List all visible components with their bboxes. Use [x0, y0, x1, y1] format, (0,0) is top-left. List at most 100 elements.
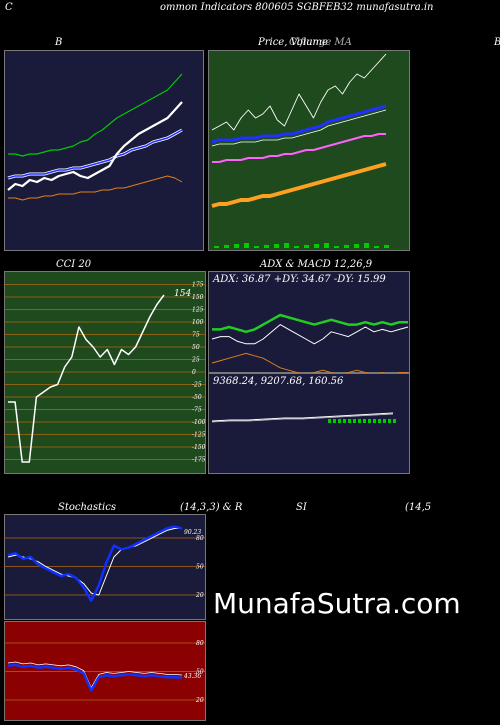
volume-bar — [294, 246, 299, 248]
price-ma-blue — [211, 104, 387, 144]
bb-price-line — [7, 101, 183, 191]
cci-tick-label: -150 — [192, 444, 206, 451]
cci-tick-label: 150 — [192, 294, 204, 301]
stoch-title-d: (14,5 — [405, 502, 432, 513]
stoch-chart: 80 50 20 90.23 — [4, 525, 206, 602]
price-line — [211, 53, 387, 131]
volume-bar — [284, 243, 289, 248]
volume-bar — [354, 244, 359, 248]
cci-tick-label: 125 — [192, 307, 204, 314]
volume-bar — [304, 245, 309, 248]
cci-tick-label: 25 — [191, 357, 200, 364]
cci-last-value: 154 — [174, 289, 191, 299]
stoch-tick-label: 50 — [196, 564, 204, 571]
price-ma-white-a — [211, 109, 387, 147]
stoch-title-a: Stochastics — [58, 502, 116, 513]
adx-panel — [208, 271, 410, 373]
macd-hist-bar — [373, 419, 376, 423]
volume-bar — [274, 244, 279, 248]
cci-tick-label: -75 — [192, 407, 202, 414]
bbands-panel — [4, 50, 204, 251]
price-label-d: MA — [331, 37, 352, 48]
cci-tick-label: 100 — [192, 319, 204, 326]
cci-chart: 175 150 125 100 75 50 25 0 -25 -50 -75 -100 -125 -150… — [4, 282, 206, 464]
right-edge-letter: B — [494, 37, 500, 48]
adx-minus-dy-line — [211, 352, 408, 376]
stoch-title-b: (14,3,3) & R — [180, 502, 243, 513]
price-ma-orange — [211, 162, 387, 208]
cci-tick-label: 0 — [192, 369, 196, 376]
macd-chart — [211, 412, 396, 423]
macd-line — [211, 412, 394, 422]
price-label-c: Clfiange — [289, 37, 332, 48]
price-ma-pink — [212, 133, 386, 163]
header-left-letter: C — [5, 2, 13, 13]
watermark: MunafaSutra.com — [213, 587, 461, 620]
cci-tick-label: -125 — [192, 432, 206, 439]
header-title: ommon Indicators 800605 SGBFEB32 munafas… — [160, 2, 434, 13]
volume-bar — [224, 245, 229, 248]
bbands-chart — [7, 73, 183, 201]
macd-hist-bar — [333, 419, 336, 423]
macd-hist-bar — [328, 419, 331, 423]
rsi-white-line — [7, 661, 183, 689]
stoch-title-c: SI — [296, 502, 307, 513]
price-title: Price, Volume — [258, 37, 328, 48]
price-chart — [211, 53, 389, 248]
macd-hist-bar — [368, 419, 371, 423]
stoch-tick-label: 20 — [195, 592, 204, 599]
cci-tick-label: 50 — [192, 344, 200, 351]
adx-chart — [211, 313, 409, 376]
volume-bar — [364, 243, 369, 248]
volume-bar — [324, 243, 329, 248]
rsi-chart: 80 50 20 43.36 — [4, 640, 206, 704]
volume-bar — [214, 246, 219, 248]
adx-plus-dy-line — [211, 324, 409, 345]
cci-title: CCI 20 — [56, 259, 92, 270]
bb-upper-band-line — [8, 73, 183, 157]
volume-bar — [384, 245, 389, 248]
volume-bar — [344, 245, 349, 248]
rsi-line — [7, 663, 183, 692]
cci-tick-label: -175 — [192, 457, 206, 464]
adx-title: ADX & MACD 12,26,9 — [260, 259, 373, 270]
price-label-b: Volume — [290, 37, 328, 48]
price-label-a: Price, — [258, 37, 291, 48]
stoch-last-value: 90.23 — [184, 529, 201, 536]
cci-tick-label: -100 — [192, 419, 206, 426]
macd-hist-bar — [348, 419, 351, 423]
macd-hist-bar — [363, 419, 366, 423]
volume-bar — [264, 245, 269, 248]
volume-bar — [374, 246, 379, 248]
volume-bar — [234, 244, 239, 248]
macd-hist-bar — [353, 419, 356, 423]
volume-bar — [244, 243, 249, 248]
macd-hist-bar — [383, 419, 386, 423]
macd-hist-bar — [393, 419, 396, 423]
macd-signal-line — [211, 413, 394, 423]
stoch-tick-label: 80 — [196, 535, 204, 542]
macd-hist-bar — [388, 419, 391, 423]
stoch-k-line — [7, 525, 183, 602]
bb-lower-band-core — [7, 129, 183, 179]
bb-ma-line — [8, 175, 183, 201]
cci-panel — [4, 271, 206, 474]
adx-readout: ADX: 36.87 +DY: 34.67 -DY: 15.99 — [213, 274, 386, 285]
cci-tick-label: -25 — [192, 382, 202, 389]
cci-tick-label: -50 — [192, 394, 202, 401]
rsi-panel — [4, 621, 206, 721]
volume-bar — [314, 244, 319, 248]
macd-hist-bar — [343, 419, 346, 423]
macd-panel — [208, 373, 410, 474]
rsi-last-value: 43.36 — [183, 673, 201, 680]
rsi-tick-label: 50 — [196, 669, 204, 676]
adx-main-line — [212, 313, 408, 334]
volume-bar — [254, 246, 259, 248]
macd-readout: 9368.24, 9207.68, 160.56 — [213, 376, 344, 387]
rsi-tick-label: 80 — [196, 640, 204, 647]
cci-tick-label: 175 — [192, 282, 204, 289]
cci-tick-label: 75 — [192, 332, 200, 339]
bbands-title: B — [55, 37, 63, 48]
volume-bar — [334, 246, 339, 248]
macd-hist-bar — [358, 419, 361, 423]
